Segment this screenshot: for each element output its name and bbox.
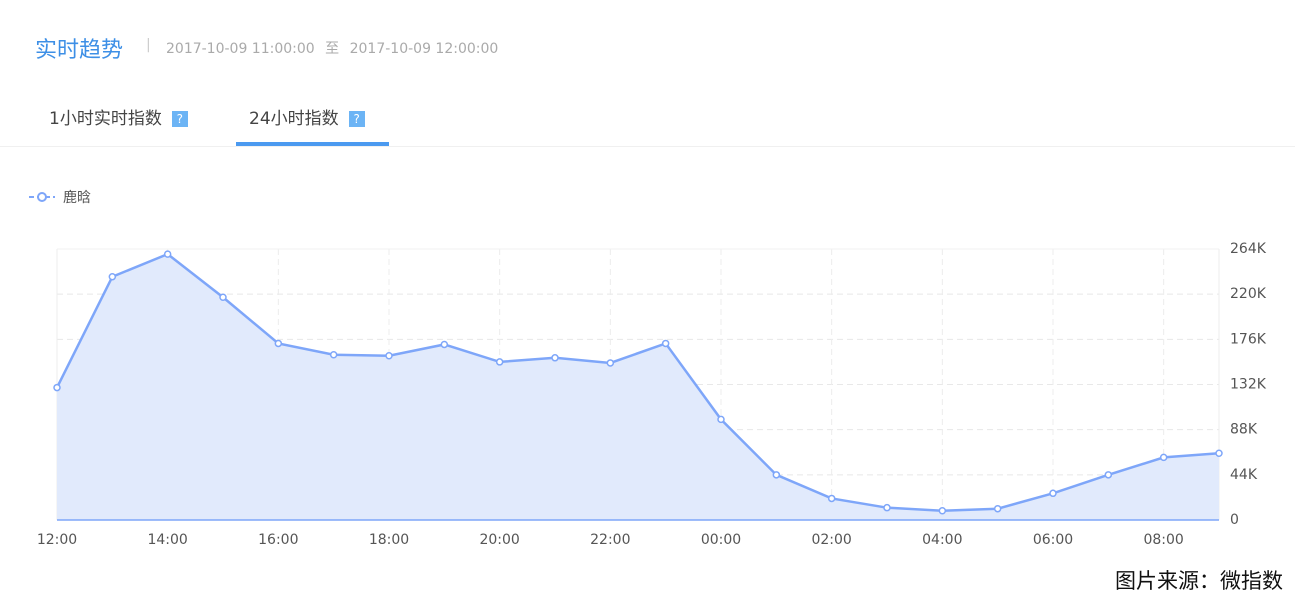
x-tick-label: 20:00 (479, 532, 519, 548)
help-icon[interactable]: ? (171, 111, 188, 127)
x-tick-label: 18:00 (369, 532, 409, 548)
point (606, 359, 615, 367)
y-tick-label: 176K (1230, 331, 1267, 347)
x-tick-label: 16:00 (258, 532, 298, 548)
tab[interactable]: 1小时实时指数? (49, 104, 188, 129)
legend-marker (37, 192, 47, 202)
x-tick-label: 14:00 (147, 532, 187, 548)
point (440, 340, 449, 349)
point (661, 339, 670, 348)
point (551, 354, 559, 362)
x-tick-label: 00:00 (701, 532, 741, 548)
to-word: 至 (325, 41, 340, 57)
point (827, 494, 836, 503)
point (1159, 453, 1168, 462)
tab-label: 1小时实时指数 (49, 109, 162, 129)
end-time: 2017-10-09 12:00:00 (349, 41, 499, 57)
source-caption: 图片来源：微指数 (1115, 569, 1283, 593)
point (274, 339, 283, 348)
time-range: 2017-10-09 11:00:00 至 2017-10-09 12:00:0… (166, 38, 498, 58)
y-tick-label: 0 (1230, 512, 1239, 528)
point (1104, 471, 1113, 479)
point (1215, 449, 1223, 458)
help-icon[interactable]: ? (348, 111, 365, 127)
page-title: 实时趋势 (35, 38, 124, 63)
separator: | (146, 37, 151, 53)
x-tick-label: 22:00 (590, 532, 630, 548)
point (108, 272, 117, 281)
x-tick-label: 02:00 (811, 532, 851, 548)
y-tick-label: 264K (1230, 241, 1267, 257)
y-tick-label: 220K (1230, 286, 1267, 302)
area (57, 254, 1219, 520)
y-tick-label: 132K (1230, 377, 1267, 393)
point (219, 293, 227, 301)
point (495, 358, 504, 366)
point (883, 503, 891, 512)
point (938, 507, 947, 515)
point (993, 504, 1002, 513)
start-time: 2017-10-09 11:00:00 (166, 41, 315, 57)
x-tick-label: 08:00 (1143, 532, 1183, 548)
point (163, 250, 172, 258)
legend-label: 鹿晗 (63, 189, 91, 206)
y-tick-label: 44K (1230, 467, 1258, 483)
point (385, 352, 393, 360)
tab-active[interactable]: 24小时指数? (249, 104, 365, 129)
point (717, 415, 725, 424)
y-tick-label: 88K (1230, 422, 1258, 438)
divider (0, 146, 1295, 147)
tab-indicator (236, 142, 389, 146)
point (772, 471, 781, 479)
point (53, 383, 61, 392)
tab-label: 24小时指数 (249, 109, 339, 129)
point (329, 350, 338, 359)
x-tick-label: 12:00 (37, 532, 77, 548)
line (55, 252, 1220, 513)
x-tick-label: 06:00 (1033, 532, 1073, 548)
x-tick-label: 04:00 (922, 532, 962, 548)
point (1049, 489, 1057, 498)
